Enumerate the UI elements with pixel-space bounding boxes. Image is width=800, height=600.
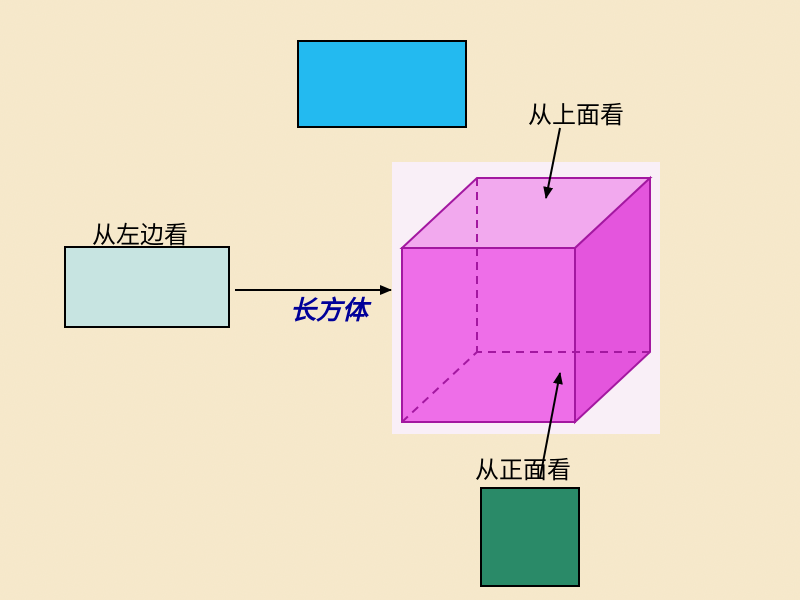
left-view-rect [64, 246, 230, 328]
front-view-rect [480, 487, 580, 587]
top-view-label: 从上面看 [528, 95, 624, 130]
left-view-label: 从左边看 [92, 215, 188, 250]
center-label: 长方体 [290, 290, 368, 327]
top-view-rect [297, 40, 467, 128]
front-view-label: 从正面看 [475, 450, 571, 485]
